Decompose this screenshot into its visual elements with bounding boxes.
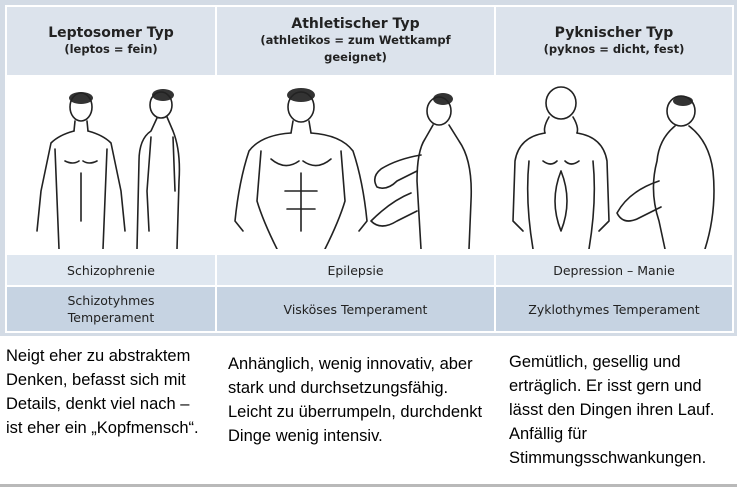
header-pyknisch: Pyknischer Typ (pyknos = dicht, fest) (494, 5, 734, 77)
description-athletisch: Anhänglich, wenig innovativ, aber stark … (228, 355, 483, 445)
illness-pyknisch: Depression – Manie (494, 253, 734, 287)
header-athletisch: Athletischer Typ (athletikos = zum Wettk… (215, 5, 496, 77)
type-title: Leptosomer Typ (48, 24, 174, 41)
type-title: Athletischer Typ (291, 16, 420, 32)
temperament-row: Schizotyhmes Temperament Visköses Temper… (5, 285, 734, 333)
description-pyknisch: Gemütlich, gesellig und erträglich. Er i… (509, 353, 715, 467)
illness-leptosom: Schizophrenie (5, 253, 217, 287)
header-leptosom: Leptosomer Typ (leptos = fein) (5, 5, 217, 77)
illness-athletisch: Epilepsie (215, 253, 496, 287)
illustration-leptosom-cell (5, 75, 217, 255)
temperament-athletisch: Visköses Temperament (215, 285, 496, 333)
illustration-athletisch-cell (215, 75, 496, 255)
body-types-table-frame: Leptosomer Typ (leptos = fein) Athletisc… (0, 0, 737, 336)
type-subtitle: (athletikos = zum Wettkampf geeignet) (260, 33, 451, 64)
stocky-figure-illustration (512, 86, 715, 249)
body-types-table: Leptosomer Typ (leptos = fein) Athletisc… (5, 5, 734, 333)
bottom-divider (0, 484, 737, 487)
header-row: Leptosomer Typ (leptos = fein) Athletisc… (5, 5, 734, 77)
temperament-leptosom: Schizotyhmes Temperament (5, 285, 217, 333)
temperament-pyknisch: Zyklothymes Temperament (494, 285, 734, 333)
illustration-row (5, 75, 734, 255)
description-leptosom: Neigt eher zu abstraktem Denken, befasst… (6, 347, 199, 437)
illustration-pyknisch-cell (494, 75, 734, 255)
illness-row: Schizophrenie Epilepsie Depression – Man… (5, 253, 734, 287)
type-title: Pyknischer Typ (554, 24, 674, 41)
athletic-figure-illustration (233, 88, 472, 249)
type-subtitle: (pyknos = dicht, fest) (543, 41, 685, 56)
slender-figure-illustration (36, 89, 181, 249)
type-subtitle: (leptos = fein) (64, 41, 158, 56)
